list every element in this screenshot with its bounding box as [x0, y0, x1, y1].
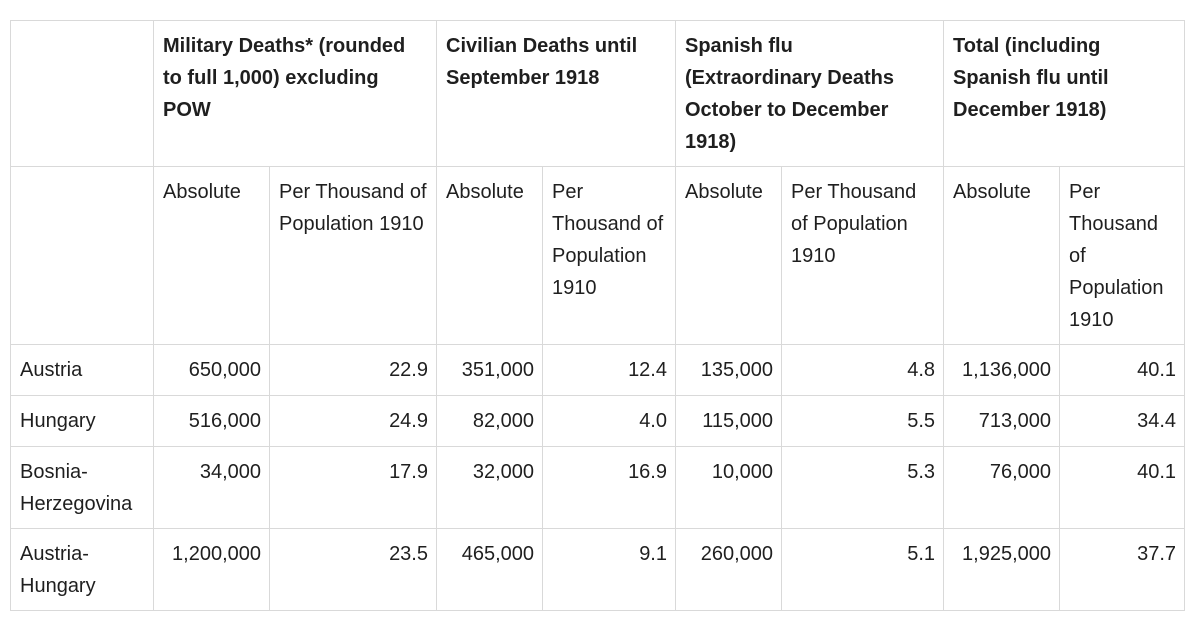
- table-cell: 351,000: [436, 344, 543, 396]
- table-cell: 76,000: [943, 446, 1061, 529]
- subheader-absolute: Absolute: [943, 166, 1061, 345]
- table-cell: 40.1: [1059, 446, 1186, 529]
- sub-header-row: Absolute Per Thousand of Population 1910…: [10, 166, 1186, 345]
- header-civilian-deaths: Civilian Deaths until September 1918: [436, 20, 676, 167]
- subheader-per-thousand: Per Thousand of Population 1910: [1059, 166, 1186, 345]
- table-row: Bosnia-Herzegovina 34,000 17.9 32,000 16…: [10, 446, 1186, 529]
- table-cell: 9.1: [542, 528, 676, 611]
- table-cell: 34.4: [1059, 395, 1186, 447]
- table-cell: 37.7: [1059, 528, 1186, 611]
- table-cell: 713,000: [943, 395, 1061, 447]
- table-cell: 40.1: [1059, 344, 1186, 396]
- corner-cell: [10, 20, 154, 167]
- table-cell: 650,000: [153, 344, 270, 396]
- table-cell: 135,000: [675, 344, 782, 396]
- table-cell: 82,000: [436, 395, 543, 447]
- table-cell: 1,200,000: [153, 528, 270, 611]
- table-container: Military Deaths* (rounded to full 1,000)…: [10, 20, 1186, 611]
- header-total: Total (including Spanish flu until Decem…: [943, 20, 1186, 167]
- table-cell: 12.4: [542, 344, 676, 396]
- table-cell: 516,000: [153, 395, 270, 447]
- table-cell: 34,000: [153, 446, 270, 529]
- table-cell: 260,000: [675, 528, 782, 611]
- corner-cell-sub: [10, 166, 154, 345]
- row-label: Austria: [10, 344, 154, 396]
- subheader-per-thousand: Per Thousand of Population 1910: [780, 166, 945, 345]
- table-cell: 23.5: [269, 528, 437, 611]
- table-cell: 16.9: [542, 446, 676, 529]
- subheader-per-thousand: Per Thousand of Population 1910: [269, 166, 437, 345]
- header-military-deaths: Military Deaths* (rounded to full 1,000)…: [153, 20, 437, 167]
- table-cell: 10,000: [675, 446, 782, 529]
- row-label: Hungary: [10, 395, 154, 447]
- table-cell: 5.3: [780, 446, 945, 529]
- subheader-absolute: Absolute: [675, 166, 782, 345]
- group-header-row: Military Deaths* (rounded to full 1,000)…: [10, 20, 1186, 167]
- subheader-absolute: Absolute: [153, 166, 270, 345]
- table-cell: 1,925,000: [943, 528, 1061, 611]
- table-row: Hungary 516,000 24.9 82,000 4.0 115,000 …: [10, 395, 1186, 447]
- subheader-absolute: Absolute: [436, 166, 543, 345]
- table-cell: 17.9: [269, 446, 437, 529]
- table-row: Austria 650,000 22.9 351,000 12.4 135,00…: [10, 344, 1186, 396]
- header-spanish-flu: Spanish flu (Extraordinary Deaths Octobe…: [674, 20, 945, 167]
- table-cell: 24.9: [269, 395, 437, 447]
- table-cell: 4.0: [542, 395, 676, 447]
- row-label: Bosnia-Herzegovina: [10, 446, 154, 529]
- table-cell: 5.1: [780, 528, 945, 611]
- table-cell: 4.8: [780, 344, 945, 396]
- row-label: Austria-Hungary: [10, 528, 154, 611]
- table-cell: 115,000: [675, 395, 782, 447]
- table-cell: 1,136,000: [943, 344, 1061, 396]
- deaths-table: Military Deaths* (rounded to full 1,000)…: [10, 20, 1186, 611]
- table-cell: 465,000: [436, 528, 543, 611]
- table-cell: 32,000: [436, 446, 543, 529]
- subheader-per-thousand: Per Thousand of Population 1910: [542, 166, 676, 345]
- table-cell: 22.9: [269, 344, 437, 396]
- table-cell: 5.5: [780, 395, 945, 447]
- table-row: Austria-Hungary 1,200,000 23.5 465,000 9…: [10, 528, 1186, 611]
